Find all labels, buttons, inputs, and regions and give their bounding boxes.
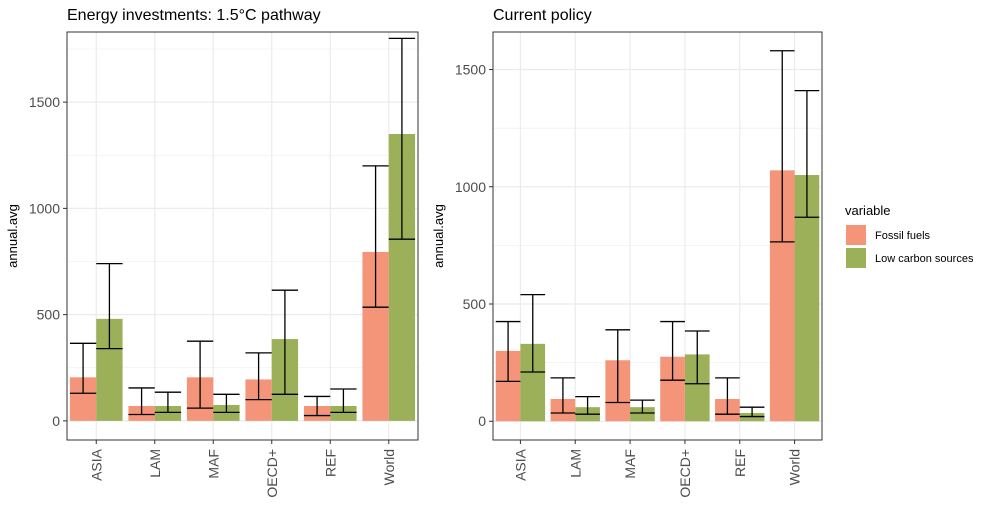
panel-1-xtick-label: REF (732, 449, 748, 477)
panel-0-bar-low-carbon (330, 406, 357, 421)
panel-0-border (66, 31, 419, 441)
legend-label: Low carbon sources (875, 253, 974, 265)
panel-0-ylabel: annual.avg (5, 204, 20, 268)
panel-1-xtick-label: World (787, 449, 803, 485)
panel-0-xtick-label: REF (322, 449, 338, 477)
panel-1-xtick-label: ASIA (512, 448, 528, 481)
panel-1-ytick-label: 1000 (455, 179, 486, 195)
panel-1-bar-low-carbon (630, 407, 655, 422)
legend-label: Fossil fuels (875, 230, 931, 242)
legend-title: variable (845, 203, 891, 218)
panel-0-ytick-label: 500 (37, 307, 61, 323)
panel-1-xtick-label: OECD+ (677, 449, 693, 498)
panel-0-xtick-label: LAM (147, 449, 163, 478)
panel-1-ylabel: annual.avg (431, 204, 446, 268)
panel-0-ytick-label: 1500 (29, 94, 60, 110)
panel-1-ytick-label: 1500 (455, 62, 486, 78)
panel-0-xtick-label: MAF (205, 449, 221, 479)
panel-1-ytick-label: 0 (478, 413, 486, 429)
panel-0-xtick-label: World (381, 449, 397, 485)
panel-0-ytick-label: 0 (52, 413, 60, 429)
panel-0-bar-low-carbon (154, 406, 182, 421)
panel-0-xtick-label: ASIA (88, 448, 104, 481)
legend-swatch (846, 248, 866, 268)
panel-0-xtick-label: OECD+ (264, 449, 280, 498)
panel-0-ytick-label: 1000 (29, 200, 60, 216)
panel-1-xtick-label: MAF (622, 449, 638, 479)
panel-0-title: Energy investments: 1.5°C pathway (67, 7, 321, 24)
panel-1-ytick-label: 500 (463, 296, 487, 312)
panel-1-border (492, 31, 823, 441)
panel-1-xtick-label: LAM (567, 449, 583, 478)
legend-swatch (846, 225, 866, 245)
panel-1-title: Current policy (493, 7, 592, 24)
